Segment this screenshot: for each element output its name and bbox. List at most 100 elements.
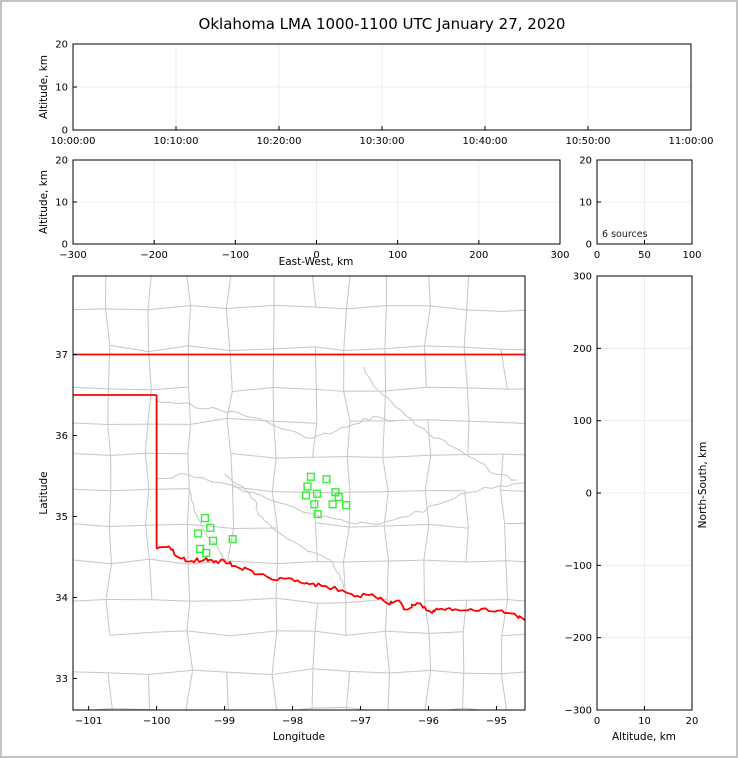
county-line (227, 560, 278, 565)
county-line (314, 346, 317, 390)
county-line (187, 424, 192, 454)
map-xtick-label: −98 (282, 716, 303, 727)
ew-gridlines (73, 160, 560, 244)
county-line (312, 668, 350, 672)
county-line (145, 452, 188, 455)
county-line (423, 600, 430, 634)
ew-xtick-label: −200 (140, 250, 167, 261)
plot-title: Oklahoma LMA 1000-1100 UTC January 27, 2… (198, 15, 566, 33)
county-line (315, 744, 346, 746)
map-panel-xlabel: Longitude (272, 731, 326, 743)
county-line (348, 492, 351, 528)
lma-station-marker (310, 500, 319, 509)
ns-xtick-label: 20 (686, 716, 699, 727)
county-line (384, 747, 425, 750)
county-line (67, 523, 70, 559)
county-line (230, 630, 277, 637)
river-line (188, 490, 226, 560)
lma-station-marker (202, 548, 211, 558)
river-line (156, 473, 525, 526)
map-ytick-label: 33 (55, 674, 68, 685)
ns-ytick-label: 300 (573, 272, 592, 283)
county-line (349, 491, 389, 493)
county-line (73, 559, 112, 565)
county-line (144, 453, 150, 490)
county-line (426, 386, 468, 389)
county-line (104, 308, 111, 346)
county-line (389, 669, 431, 674)
county-line (271, 458, 277, 492)
lma-station-marker (312, 489, 322, 498)
county-line (384, 348, 387, 392)
lma-station-marker (200, 514, 210, 523)
ew-panel: −300 −200 −100 0 100 200 300 0 10 20 (55, 156, 569, 262)
county-line (463, 347, 468, 388)
county-line (108, 490, 112, 527)
county-line (187, 523, 234, 530)
time-xtick-label: 11:00:00 (669, 136, 714, 147)
county-line (349, 670, 390, 674)
county-line (108, 526, 112, 564)
lma-station-marker (228, 535, 237, 544)
county-line (464, 490, 469, 529)
county-line (272, 387, 275, 422)
county-line (424, 670, 432, 710)
county-line (546, 603, 547, 634)
hist-ytick-label: 0 (586, 240, 592, 251)
county-line (343, 308, 347, 351)
county-line (229, 350, 233, 392)
county-line (110, 488, 149, 492)
county-line (346, 305, 387, 310)
county-line (501, 309, 525, 312)
county-line (428, 276, 431, 306)
county-line (225, 276, 232, 309)
county-line (461, 708, 464, 710)
county-line (423, 524, 430, 561)
county-line (424, 490, 430, 525)
county-line (312, 631, 316, 669)
county-line (423, 559, 466, 563)
county-line (73, 671, 108, 674)
county-line (501, 748, 548, 750)
county-line (425, 750, 465, 751)
county-line (500, 673, 507, 710)
county-line (273, 386, 317, 390)
county-line (66, 601, 72, 636)
map-panel-ylabel: Latitude (38, 471, 50, 515)
county-line (273, 420, 317, 424)
county-line (148, 351, 152, 390)
county-line (186, 488, 190, 525)
river-lines (155, 366, 525, 588)
county-line (149, 630, 188, 633)
county-line (549, 493, 552, 523)
county-line (384, 599, 388, 632)
county-line (148, 488, 190, 490)
county-line (73, 422, 108, 426)
time-xtick-label: 10:20:00 (257, 136, 302, 147)
county-line (190, 304, 227, 310)
map-axes: −101 −100 −99 −98 −97 −96 −95 33 34 35 36 37 (55, 275, 526, 727)
county-line (315, 306, 347, 310)
county-line (228, 711, 277, 712)
ew-panel-ylabel: Altitude, km (38, 169, 50, 235)
county-line (192, 669, 227, 673)
county-lines (66, 276, 552, 751)
county-line (271, 668, 314, 676)
county-line (187, 564, 191, 602)
map-xtick-label: −100 (143, 716, 170, 727)
county-line (385, 386, 427, 392)
county-line (500, 490, 506, 524)
county-line (151, 599, 190, 602)
county-line (226, 304, 275, 310)
county-line (428, 523, 469, 529)
county-line (429, 631, 464, 634)
county-line (507, 599, 525, 602)
hist-xtick-label: 50 (638, 250, 651, 261)
county-line (463, 309, 468, 348)
county-line (111, 558, 150, 565)
county-line (186, 630, 194, 671)
county-line (383, 491, 389, 527)
county-line (147, 276, 152, 310)
